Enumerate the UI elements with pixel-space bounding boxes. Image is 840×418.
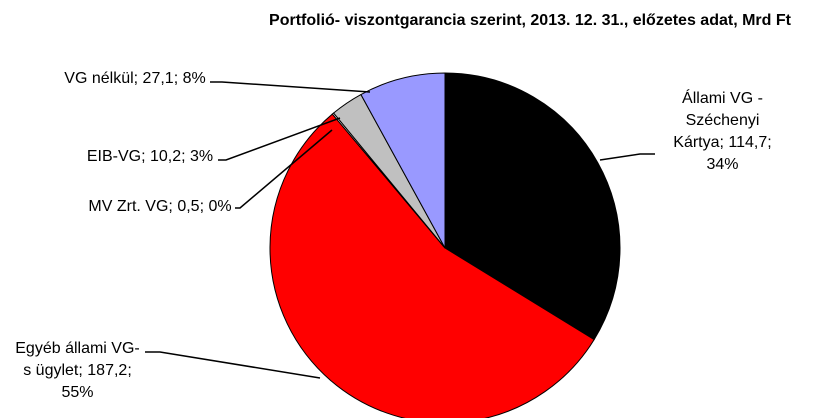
label-part: MV Zrt. VG bbox=[88, 198, 169, 215]
label-part: ; bbox=[767, 134, 772, 151]
label-part: 27,1 bbox=[142, 70, 174, 87]
slice-label: MV Zrt. VG; 0,5; 0% bbox=[85, 196, 235, 218]
label-part: VG nélkül bbox=[64, 70, 134, 87]
leader-line bbox=[218, 117, 341, 161]
slice-label: EIB-VG; 10,2; 3% bbox=[85, 146, 215, 168]
label-part: 187,2 bbox=[87, 362, 128, 379]
label-part: 0,5 bbox=[177, 198, 200, 215]
leader-line bbox=[210, 81, 371, 93]
slice-label: Egyéb állami VG-s ügylet; 187,2; 55% bbox=[15, 338, 140, 404]
slice-label: Állami VG - Széchenyi Kártya; 114,7; 34% bbox=[660, 88, 785, 176]
label-part: ; bbox=[199, 198, 209, 215]
label-part: 3% bbox=[190, 148, 214, 165]
label-part: 55% bbox=[61, 384, 94, 401]
leader-line bbox=[599, 153, 655, 161]
pie-slice bbox=[269, 113, 595, 418]
pie-slice bbox=[360, 72, 446, 249]
label-part: ; bbox=[719, 134, 729, 151]
label-part: 10,2 bbox=[149, 148, 182, 165]
chart-title: Portfolió- viszontgarancia szerint, 2013… bbox=[269, 12, 791, 29]
label-part: Egyéb állami VG-s ügylet bbox=[15, 340, 140, 379]
label-part: ; bbox=[168, 198, 178, 215]
label-part: 0% bbox=[208, 198, 232, 215]
leader-line bbox=[235, 129, 333, 209]
label-part: ; bbox=[173, 70, 183, 87]
label-part: ; bbox=[133, 70, 143, 87]
leader-line bbox=[145, 351, 321, 379]
label-part: ; bbox=[127, 362, 132, 379]
label-part: Állami VG - Széchenyi Kártya bbox=[673, 90, 763, 151]
pie-slice bbox=[444, 72, 621, 341]
label-part: 34% bbox=[706, 156, 739, 173]
label-part: 114,7 bbox=[728, 134, 768, 151]
slice-label: VG nélkül; 27,1; 8% bbox=[55, 68, 215, 90]
label-part: ; bbox=[141, 148, 150, 165]
label-part: EIB-VG bbox=[86, 148, 142, 165]
label-part: ; bbox=[181, 148, 191, 165]
label-part: ; bbox=[78, 362, 88, 379]
label-part: 8% bbox=[182, 70, 206, 87]
